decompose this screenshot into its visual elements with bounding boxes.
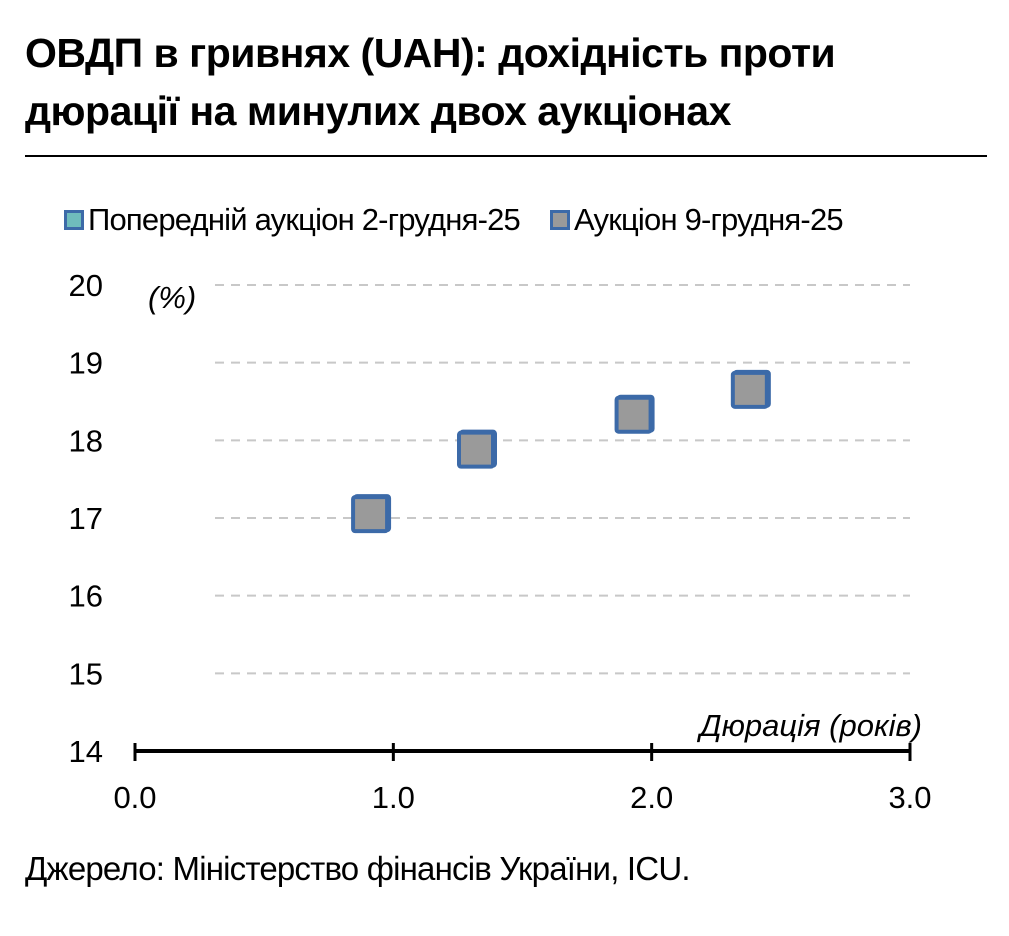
y-tick-labels: 14 15 16 17 18 19 20 bbox=[69, 268, 103, 769]
chart-title: ОВДП в гривнях (UAH): дохідність проти д… bbox=[25, 30, 836, 134]
point-current-auction bbox=[351, 495, 390, 534]
title-divider bbox=[25, 155, 987, 157]
y-tick-label: 19 bbox=[69, 346, 103, 381]
legend-swatch-previous-auction bbox=[64, 210, 84, 230]
x-tick-label: 3.0 bbox=[888, 780, 931, 815]
y-axis-label: (%) bbox=[148, 280, 196, 315]
y-tick-label: 18 bbox=[69, 423, 103, 458]
y-tick-label: 17 bbox=[69, 501, 103, 536]
data-points bbox=[351, 369, 771, 534]
x-tick-label: 1.0 bbox=[372, 780, 415, 815]
legend-swatch-current-auction bbox=[549, 210, 570, 230]
x-tick-labels: 0.0 1.0 2.0 3.0 bbox=[113, 780, 931, 815]
x-tick-label: 2.0 bbox=[630, 780, 673, 815]
x-axis-label: Дюрація (років) bbox=[697, 708, 922, 743]
legend-item-previous-auction: Попередній аукціон 2-грудня-25 bbox=[64, 202, 521, 238]
gridlines bbox=[215, 284, 910, 675]
y-tick-label: 20 bbox=[69, 268, 103, 303]
x-axis bbox=[133, 743, 912, 761]
y-tick-label: 16 bbox=[69, 579, 103, 614]
legend-item-current-auction: Аукціон 9-грудня-25 bbox=[549, 202, 844, 238]
source-note: Джерело: Міністерство фінансів України, … bbox=[25, 850, 691, 887]
legend-label-previous-auction: Попередній аукціон 2-грудня-25 bbox=[88, 202, 521, 237]
point-current-auction bbox=[730, 370, 769, 409]
y-tick-label: 14 bbox=[69, 734, 103, 769]
y-tick-label: 15 bbox=[69, 656, 103, 691]
x-tick-label: 0.0 bbox=[113, 780, 156, 815]
point-current-auction bbox=[614, 395, 653, 434]
point-current-auction bbox=[457, 430, 495, 469]
legend: Попередній аукціон 2-грудня-25 Аукціон 9… bbox=[64, 198, 873, 242]
legend-label-current-auction: Аукціон 9-грудня-25 bbox=[573, 202, 844, 237]
